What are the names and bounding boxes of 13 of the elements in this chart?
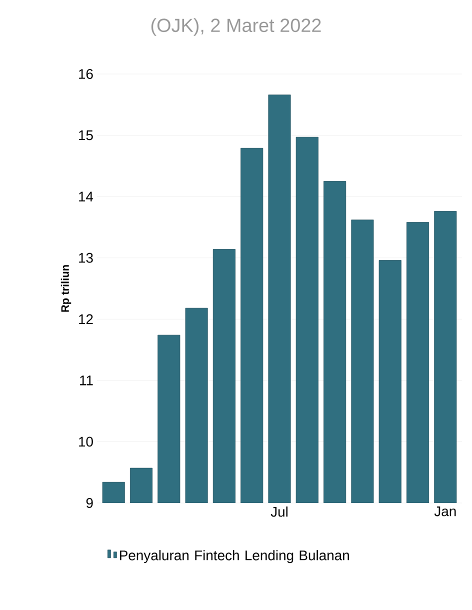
- y-tick-label: 10: [79, 436, 93, 447]
- y-tick-label: 11: [80, 376, 93, 386]
- x-tick-label: Jul: [270, 506, 288, 517]
- y-tick-label: 9: [86, 498, 93, 508]
- legend-label: Penyaluran Fintech Lending Bulanan: [120, 550, 349, 564]
- y-tick-label: 12: [79, 314, 93, 324]
- chart-title: (OJK), 2 Maret 2022: [151, 18, 321, 36]
- y-tick-label: 13: [79, 252, 93, 263]
- y-tick-label: 15: [79, 130, 93, 140]
- y-tick-label: 14: [79, 192, 94, 202]
- y-axis-title: Rp triliun: [60, 265, 72, 312]
- x-tick-label: Jan: [434, 506, 456, 516]
- y-tick-label: 16: [79, 69, 93, 79]
